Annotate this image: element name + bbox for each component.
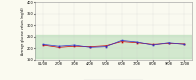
W/ Ins - W/o Ins 1 [120,41,123,42]
W/ Ins - W/o Ins 1 [183,43,185,44]
W/ Ins - W/o Ins 2 [120,40,123,41]
W/ Ins - W/o Ins 1 [105,45,107,46]
W/ Ins - W/o Ins 2 [42,44,44,45]
Bar [35,35,192,58]
W/ Ins - W/o Ins 1 [42,45,44,46]
W/ Ins - W/o Ins 1 [152,44,154,45]
W/ Ins - W/o Ins 2 [183,44,185,45]
W/ Ins - W/o Ins 2 [89,47,91,48]
W/ Ins - W/o Ins 2 [105,46,107,47]
W/ Ins - W/o Ins 1 [58,47,60,48]
W/ Ins - W/o Ins 2 [58,46,60,47]
W/ Ins - W/o Ins 2 [73,45,76,46]
Line: W/ Ins - W/o Ins 2: W/ Ins - W/o Ins 2 [42,40,185,48]
W/ Ins - W/o Ins 2 [152,45,154,46]
W/ Ins - W/o Ins 1 [136,42,138,43]
Line: W/ Ins - W/o Ins 1: W/ Ins - W/o Ins 1 [42,41,185,48]
W/ Ins - W/o Ins 2 [167,42,170,43]
Y-axis label: Average glucose values (mg/dl): Average glucose values (mg/dl) [21,7,25,55]
W/ Ins - W/o Ins 1 [167,43,170,44]
W/ Ins - W/o Ins 1 [89,46,91,47]
W/ Ins - W/o Ins 1 [73,46,76,47]
